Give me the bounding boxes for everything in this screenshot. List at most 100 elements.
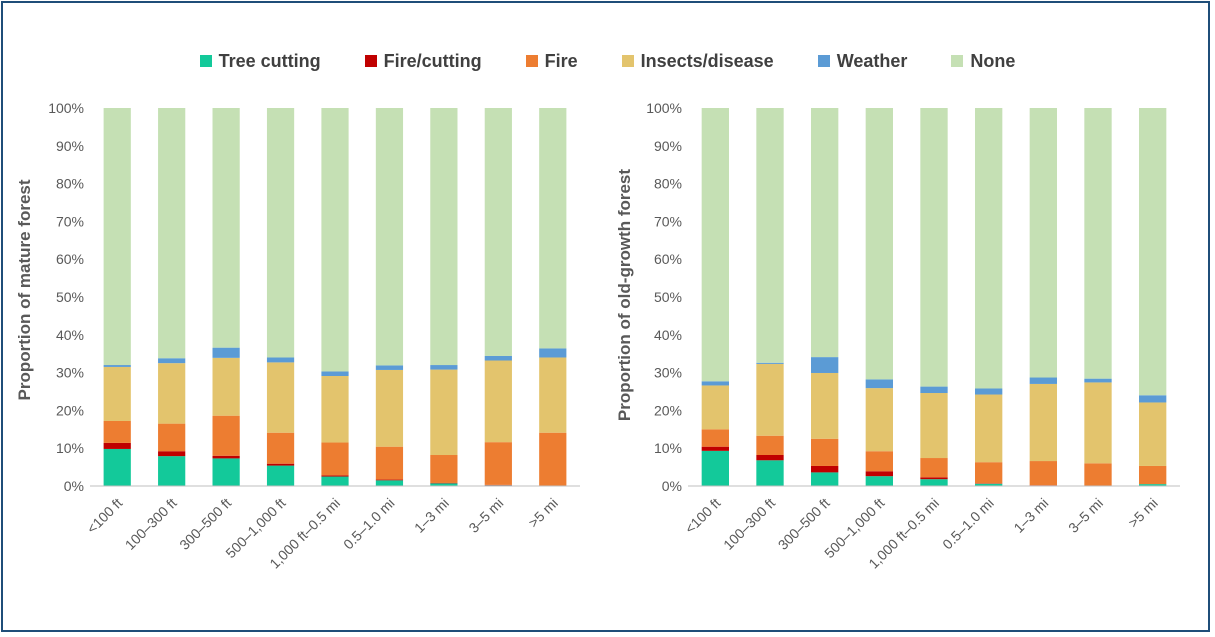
bar-segment [865,476,893,486]
bar-segment [266,432,295,464]
bar-segment [920,479,948,486]
bar-segment [103,448,131,486]
bar-segment [756,363,784,436]
y-tick-label: 30% [654,365,682,381]
bar-segment [701,381,729,386]
bar-segment [865,388,893,452]
x-tick-label: 100–300 ft [122,495,180,553]
bar-segment [539,108,567,349]
bar-segment [484,108,512,356]
bar-segment [539,357,567,433]
bar-segment [212,357,240,416]
bar-segment [811,438,839,466]
y-tick-label: 50% [654,289,682,305]
bar-segment [1084,463,1112,486]
bar-segment [103,366,131,421]
bar-segment [212,347,240,358]
y-tick-label: 60% [654,251,682,267]
bar-segment [811,357,839,373]
bar-segment [430,108,458,366]
y-tick-label: 80% [654,176,682,192]
legend-label: Insects/disease [640,50,774,71]
bar-segment [920,108,948,387]
bar-segment [1029,377,1057,384]
legend-item: Fire [525,50,578,72]
legend-label: Weather [836,50,908,71]
bar-segment [430,365,458,370]
bar-segment [811,108,839,358]
y-tick-label: 40% [654,327,682,343]
bar-segment [701,429,729,447]
bar-segment [975,394,1003,463]
bar-segment [811,372,839,439]
bar-segment [865,108,893,380]
bar-segment [1139,395,1167,403]
legend-item: None [951,51,1015,72]
x-tick-label: <100 ft [682,495,724,537]
bar-segment [321,476,349,486]
bar-segment [266,463,295,466]
bar-segment [375,479,404,481]
bar-segment [321,475,349,477]
bar-segment [158,451,186,457]
bar-segment [375,365,404,370]
bar-segment [375,108,404,366]
bar-segment [158,108,186,359]
legend-swatch [525,55,538,67]
bar-segment [811,465,839,473]
bar-segment [756,460,784,486]
bar-segment [484,360,512,443]
bar-segment [701,450,729,486]
y-tick-label: 20% [654,402,682,418]
bar-segment [321,442,349,476]
bar-segment [266,357,295,363]
x-tick-label: 300–500 ft [176,495,234,553]
legend-swatch [199,55,212,67]
bar-segment [539,348,567,358]
bar-segment [375,446,404,480]
bar-segment [266,465,295,486]
bar-segment [1084,382,1112,464]
legend-swatch [817,55,830,67]
x-tick-label: 1–3 mi [1010,495,1051,536]
bar-segment [212,415,240,456]
x-tick-label: 100–300 ft [720,495,778,553]
x-tick-label: <100 ft [83,495,125,537]
bar-segment [701,385,729,430]
bar-segment [1029,383,1057,462]
bar-segment [920,393,948,459]
legend-label: Fire [544,50,578,71]
bar-segment [701,446,729,451]
bar-segment [920,386,948,394]
bar-segment [158,363,186,424]
bar-segment [701,108,729,382]
y-tick-label: 0% [662,478,682,494]
bar-segment [539,432,567,486]
bar-segment [212,108,240,348]
bar-segment [811,472,839,486]
bar-segment [375,369,404,447]
x-tick-label: 300–500 ft [775,495,833,553]
bar-segment [756,108,784,363]
bar-segment [103,442,131,449]
x-tick-label: >5 mi [1125,495,1161,531]
bar-segment [1139,465,1167,485]
x-tick-label: 0.5–1.0 mi [939,495,997,553]
y-tick-label: 0% [64,478,84,494]
y-tick-label: 10% [56,440,84,456]
legend-item: Insects/disease [621,50,774,72]
x-tick-label: >5 mi [525,495,561,531]
bar-segment [266,362,295,433]
y-tick-label: 30% [56,365,84,381]
bar-segment [321,376,349,443]
bar-segment [975,483,1003,486]
bar-segment [158,456,186,486]
legend-label: Tree cutting [218,50,321,71]
legend-label: None [970,50,1016,71]
legend-item: Weather [817,50,908,72]
bar-segment [865,471,893,477]
bar-segment [756,435,784,456]
bar-segment [1029,108,1057,378]
